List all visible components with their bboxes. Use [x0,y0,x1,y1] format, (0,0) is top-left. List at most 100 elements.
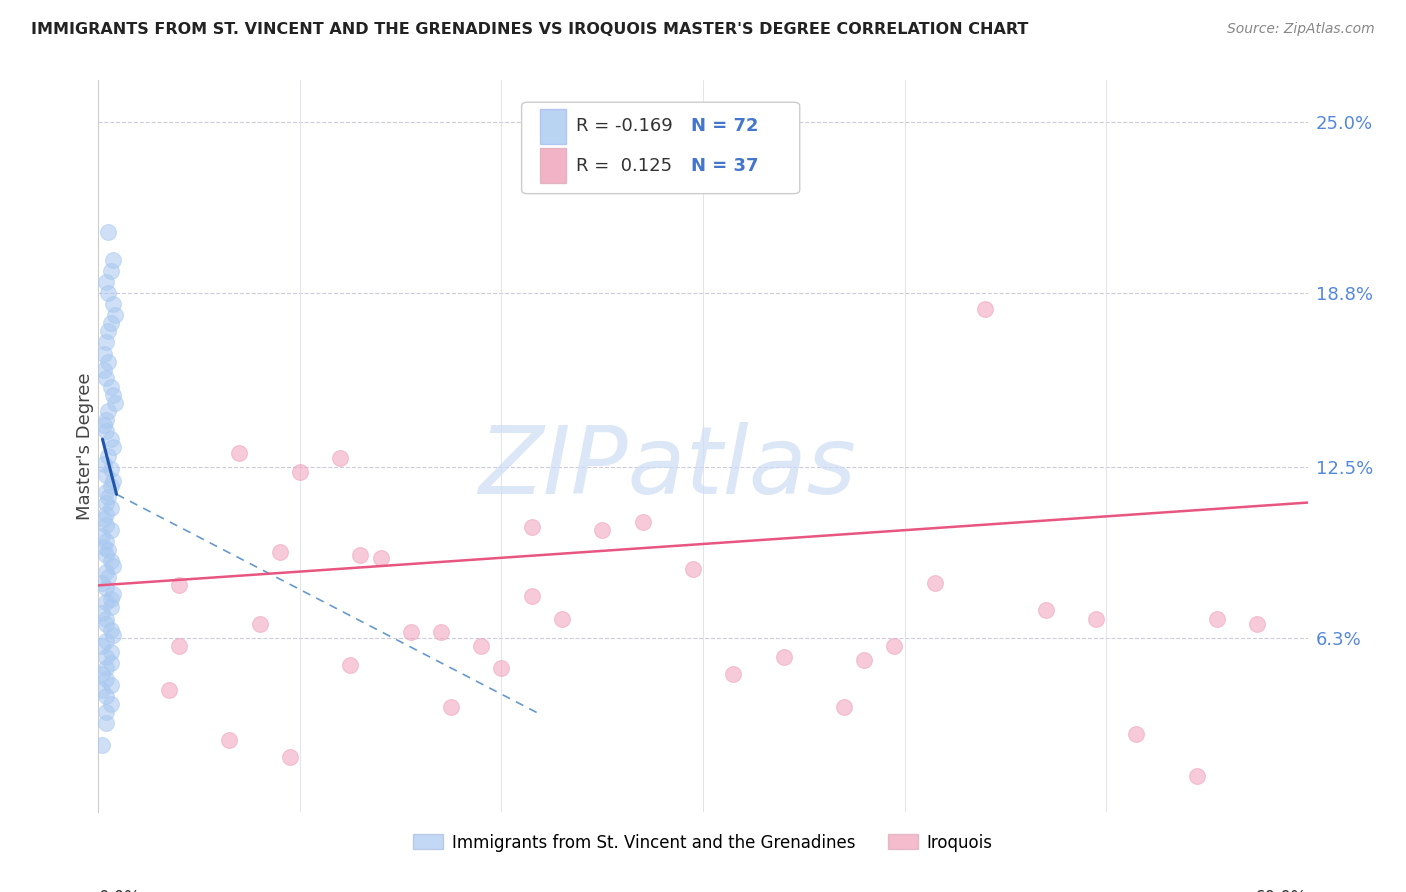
Point [832,699,855,714]
Point [96,689,118,703]
Point [101,441,124,455]
Point [100,697,122,711]
Point [228,446,250,460]
Point [100,432,122,446]
Point [97,325,120,339]
Text: ZIPatlas: ZIPatlas [478,423,856,514]
Point [288,465,311,479]
Point [491,661,513,675]
Point [96,335,118,350]
Point [96,275,118,289]
Point [96,484,118,499]
Point [97,225,120,239]
Point [100,592,122,607]
Point [883,639,905,653]
Point [100,523,122,537]
Point [97,404,120,418]
Point [853,653,876,667]
Point [97,490,120,504]
Point [97,355,120,369]
Text: R =  0.125: R = 0.125 [576,157,672,175]
Point [93,363,115,377]
Text: N = 72: N = 72 [690,118,758,136]
Point [96,617,118,632]
Point [167,578,190,592]
Point [100,678,122,692]
Point [101,474,124,488]
Text: Source: ZipAtlas.com: Source: ZipAtlas.com [1227,22,1375,37]
Point [96,661,118,675]
Point [370,550,392,565]
Point [430,625,453,640]
Point [97,570,120,584]
Point [91,575,114,590]
FancyBboxPatch shape [540,148,567,184]
Point [100,553,122,567]
Point [93,346,115,360]
Point [631,515,654,529]
Point [93,540,115,554]
Point [96,650,118,665]
Point [97,449,120,463]
Point [520,520,543,534]
Point [682,562,704,576]
Point [101,297,124,311]
Point [91,606,114,620]
Point [96,424,118,438]
Point [103,396,125,410]
Text: 60.0%: 60.0% [1256,889,1308,892]
Point [249,617,271,632]
Point [96,371,118,385]
Point [96,706,118,720]
Point [924,575,946,590]
Point [470,639,492,653]
Point [167,639,190,653]
Point [101,559,124,574]
Point [329,451,352,466]
FancyBboxPatch shape [540,109,567,144]
Point [100,462,122,476]
Point [96,672,118,686]
Point [96,633,118,648]
Point [91,639,114,653]
Point [100,656,122,670]
Point [96,517,118,532]
Point [100,479,122,493]
Point [101,252,124,267]
Point [96,534,118,549]
Point [96,548,118,562]
Point [100,623,122,637]
Point [91,529,114,543]
Point [96,565,118,579]
Point [100,316,122,330]
Point [278,749,301,764]
Point [96,716,118,731]
Point [974,302,997,317]
Point [1206,611,1229,625]
Point [91,683,114,698]
Point [101,628,124,642]
Text: R = -0.169: R = -0.169 [576,118,673,136]
Point [100,600,122,615]
Point [97,542,120,557]
Point [399,625,422,640]
Point [1125,727,1147,741]
Point [218,733,240,747]
Point [97,285,120,300]
Point [520,590,543,604]
Point [269,545,291,559]
Point [100,645,122,659]
Point [440,699,463,714]
Text: IMMIGRANTS FROM ST. VINCENT AND THE GRENADINES VS IROQUOIS MASTER'S DEGREE CORRE: IMMIGRANTS FROM ST. VINCENT AND THE GREN… [31,22,1028,37]
Point [101,388,124,402]
Point [96,611,118,625]
Text: N = 37: N = 37 [690,157,758,175]
Point [339,658,361,673]
Point [772,650,794,665]
Point [91,666,114,681]
Point [100,501,122,516]
Point [157,683,180,698]
Point [1246,617,1268,632]
Point [93,418,115,433]
Text: 0.0%: 0.0% [98,889,141,892]
